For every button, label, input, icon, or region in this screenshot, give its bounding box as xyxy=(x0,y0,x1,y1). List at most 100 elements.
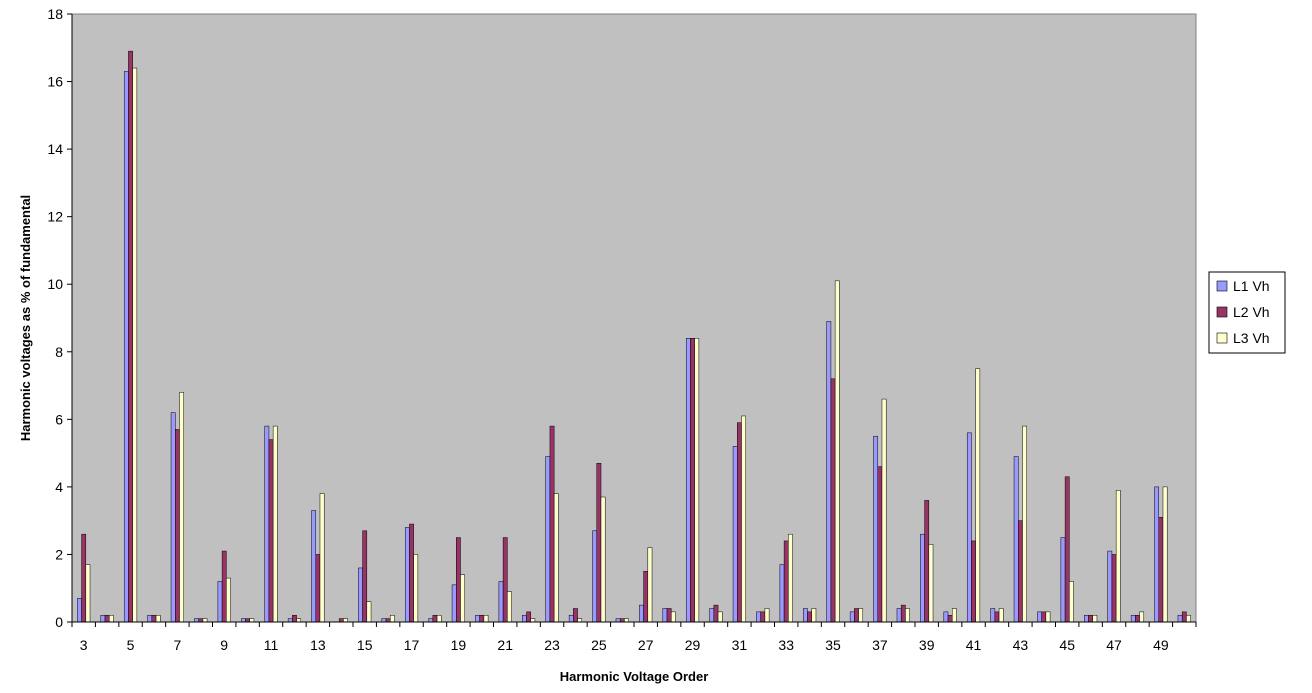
bar-l3-vh-h31 xyxy=(741,415,746,623)
bar-l2-vh-h21 xyxy=(502,537,508,623)
bar-l2-vh-h14 xyxy=(338,618,344,623)
legend-swatch-l3 xyxy=(1216,332,1228,344)
bar-l2-vh-h48 xyxy=(1135,614,1140,623)
bar-l3-vh-h38 xyxy=(905,608,910,623)
bar-l2-vh-h42 xyxy=(994,611,1000,623)
bar-l1-vh-h37 xyxy=(873,435,879,623)
bar-l2-vh-h19 xyxy=(456,537,461,623)
x-axis: 3 5 7 9 11 13 15 17 19 21 23 25 27 29 31 33 35 37 39 41 43 45… xyxy=(71,622,1197,653)
bar-l1-vh-h34 xyxy=(803,608,808,623)
bar-l3-vh-h41 xyxy=(975,368,981,623)
bar-l1-vh-h6 xyxy=(147,614,153,623)
bar-l3-vh-h5 xyxy=(132,67,138,623)
bar-l3-vh-h46 xyxy=(1092,614,1098,623)
bar-l2-vh-h39 xyxy=(924,500,930,623)
bar-l2-vh-h7 xyxy=(175,429,180,623)
bar-l1-vh-h38 xyxy=(896,608,902,623)
bar-l3-vh-h20 xyxy=(483,614,489,623)
bar-l2-vh-h50 xyxy=(1181,611,1187,623)
bar-l3-vh-h13 xyxy=(319,493,325,623)
bar-l2-vh-h26 xyxy=(619,618,625,623)
bar-l3-vh-h42 xyxy=(998,608,1004,623)
bar-l3-vh-h45 xyxy=(1069,581,1074,623)
y-tick-label: 18 xyxy=(47,6,63,22)
bar-l1-vh-h13 xyxy=(311,510,317,623)
x-tick-label: 33 xyxy=(778,637,794,653)
legend-label-l3: L3 Vh xyxy=(1233,330,1270,346)
bar-l2-vh-h37 xyxy=(877,466,883,623)
bar-l1-vh-h15 xyxy=(358,567,363,623)
bar-l3-vh-h4 xyxy=(108,614,114,623)
bar-l2-vh-h29 xyxy=(690,338,695,623)
bar-l1-vh-h18 xyxy=(428,618,434,623)
x-tick-label: 43 xyxy=(1013,637,1029,653)
bar-l2-vh-h4 xyxy=(104,614,110,623)
bar-l3-vh-h6 xyxy=(155,614,161,623)
bar-l2-vh-h33 xyxy=(783,540,789,623)
bar-l2-vh-h3 xyxy=(81,533,87,623)
bar-l1-vh-h23 xyxy=(545,456,551,623)
bar-l3-vh-h24 xyxy=(577,618,583,623)
bar-l1-vh-h10 xyxy=(241,618,246,623)
bar-l1-vh-h20 xyxy=(475,614,480,623)
bar-l3-vh-h18 xyxy=(436,614,442,623)
bar-l3-vh-h19 xyxy=(460,574,465,623)
x-tick-label: 27 xyxy=(638,637,654,653)
y-tick-label: 0 xyxy=(55,614,63,630)
bar-l3-vh-h9 xyxy=(226,577,231,623)
bar-l2-vh-h6 xyxy=(151,614,157,623)
bar-l1-vh-h43 xyxy=(1013,456,1019,623)
bar-l2-vh-h49 xyxy=(1158,517,1164,623)
bar-l1-vh-h33 xyxy=(779,564,785,623)
x-tick-label: 49 xyxy=(1153,637,1169,653)
bar-l1-vh-h11 xyxy=(264,425,270,623)
x-tick-label: 15 xyxy=(357,637,373,653)
legend-swatch-l2 xyxy=(1216,306,1228,318)
x-tick-label: 35 xyxy=(825,637,841,653)
bar-l3-vh-h43 xyxy=(1022,425,1027,623)
y-tick-label: 12 xyxy=(47,209,63,225)
bar-l3-vh-h10 xyxy=(249,618,255,623)
x-axis-title: Harmonic Voltage Order xyxy=(560,669,709,684)
bar-l3-vh-h50 xyxy=(1186,614,1191,623)
bar-l2-vh-h47 xyxy=(1111,554,1117,623)
bar-l1-vh-h40 xyxy=(943,611,949,623)
bars-group xyxy=(77,50,1191,623)
bar-l2-vh-h44 xyxy=(1041,611,1047,623)
bar-l3-vh-h35 xyxy=(834,280,840,623)
bar-l2-vh-h43 xyxy=(1018,520,1023,623)
y-axis: 0 2 4 6 8 10 12 14 16 18 xyxy=(47,6,72,630)
legend: L1 Vh L2 Vh L3 Vh xyxy=(1208,271,1286,354)
plot-area xyxy=(71,13,1197,623)
legend-label-l1: L1 Vh xyxy=(1233,278,1270,294)
bar-l1-vh-h3 xyxy=(77,598,82,623)
bar-l3-vh-h47 xyxy=(1115,490,1121,623)
bar-l2-vh-h16 xyxy=(385,618,391,623)
bar-l1-vh-h4 xyxy=(100,614,106,623)
bar-l3-vh-h21 xyxy=(507,591,512,623)
x-tick-label: 7 xyxy=(173,637,181,653)
bar-l1-vh-h35 xyxy=(826,321,832,623)
bar-l3-vh-h11 xyxy=(272,425,278,623)
x-tick-label: 5 xyxy=(127,637,135,653)
bar-l2-vh-h35 xyxy=(830,378,836,623)
bar-l3-vh-h7 xyxy=(179,392,184,623)
bar-l1-vh-h44 xyxy=(1037,611,1042,623)
bar-l1-vh-h45 xyxy=(1060,537,1066,623)
bar-l1-vh-h19 xyxy=(451,584,457,623)
bar-l1-vh-h47 xyxy=(1107,550,1113,623)
x-tick-label: 17 xyxy=(404,637,420,653)
bar-l3-vh-h27 xyxy=(647,547,653,623)
bar-l1-vh-h27 xyxy=(639,604,644,623)
y-tick-label: 8 xyxy=(55,344,63,360)
bar-l1-vh-h30 xyxy=(709,608,715,623)
bar-l2-vh-h34 xyxy=(807,611,812,623)
bar-l3-vh-h8 xyxy=(202,618,208,623)
bar-l2-vh-h15 xyxy=(362,530,368,623)
x-tick-label: 11 xyxy=(264,637,279,653)
x-tick-label: 47 xyxy=(1106,637,1122,653)
bar-l2-vh-h36 xyxy=(854,608,859,623)
x-tick-label: 23 xyxy=(544,637,560,653)
x-tick-label: 37 xyxy=(872,637,888,653)
x-tick-label: 3 xyxy=(80,637,88,653)
